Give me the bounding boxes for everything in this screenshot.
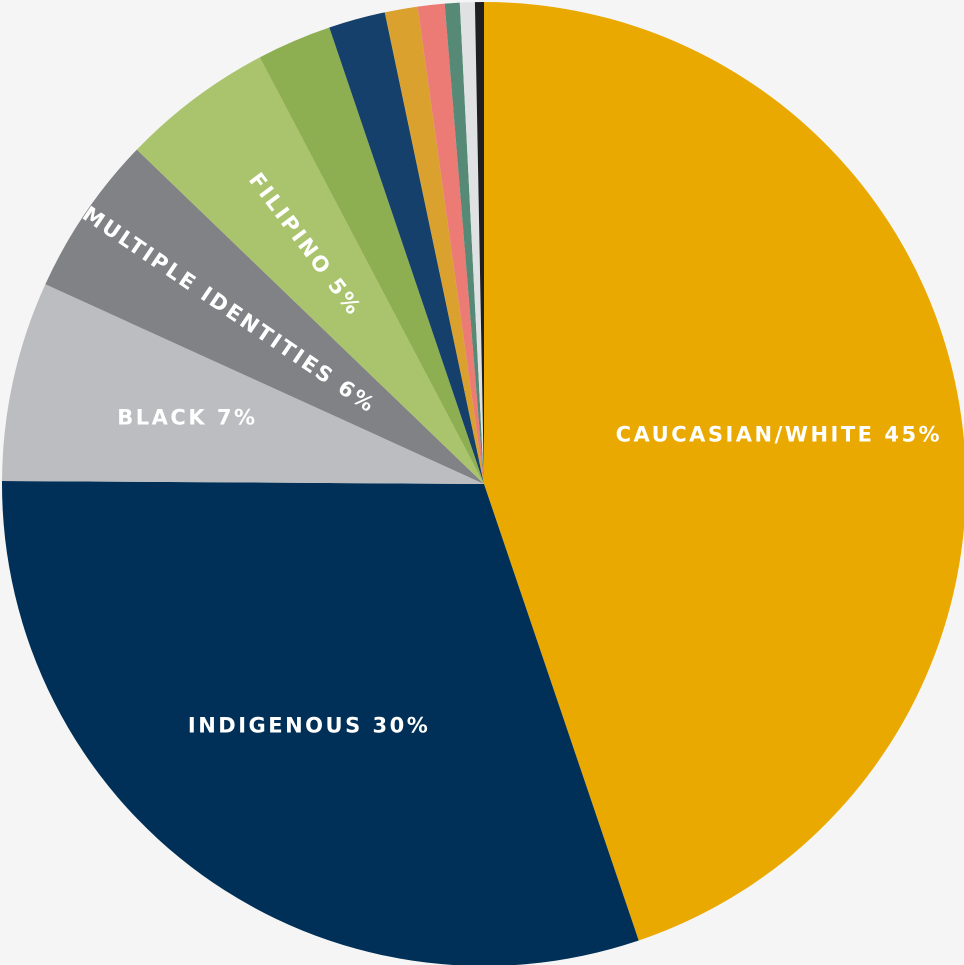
pie-slice-11	[474, 2, 484, 484]
pie-slice-4	[136, 57, 485, 484]
pie-slice-8	[417, 3, 484, 484]
pie-slice-2	[2, 284, 484, 484]
pie-slice-0	[484, 2, 964, 941]
pie-slice-10	[459, 2, 484, 484]
slice-label-1: INDIGENOUS 30%	[188, 713, 430, 737]
pie-slice-5	[259, 27, 484, 484]
pie-slice-6	[329, 12, 484, 484]
slice-label-2: BLACK 7%	[117, 406, 257, 430]
slice-label-0: CAUCASIAN/WHITE 45%	[616, 422, 942, 446]
pie-slice-1	[2, 480, 639, 965]
pie-slice-7	[384, 6, 484, 484]
pie-slice-3	[45, 149, 485, 484]
pie-slice-9	[444, 2, 484, 484]
